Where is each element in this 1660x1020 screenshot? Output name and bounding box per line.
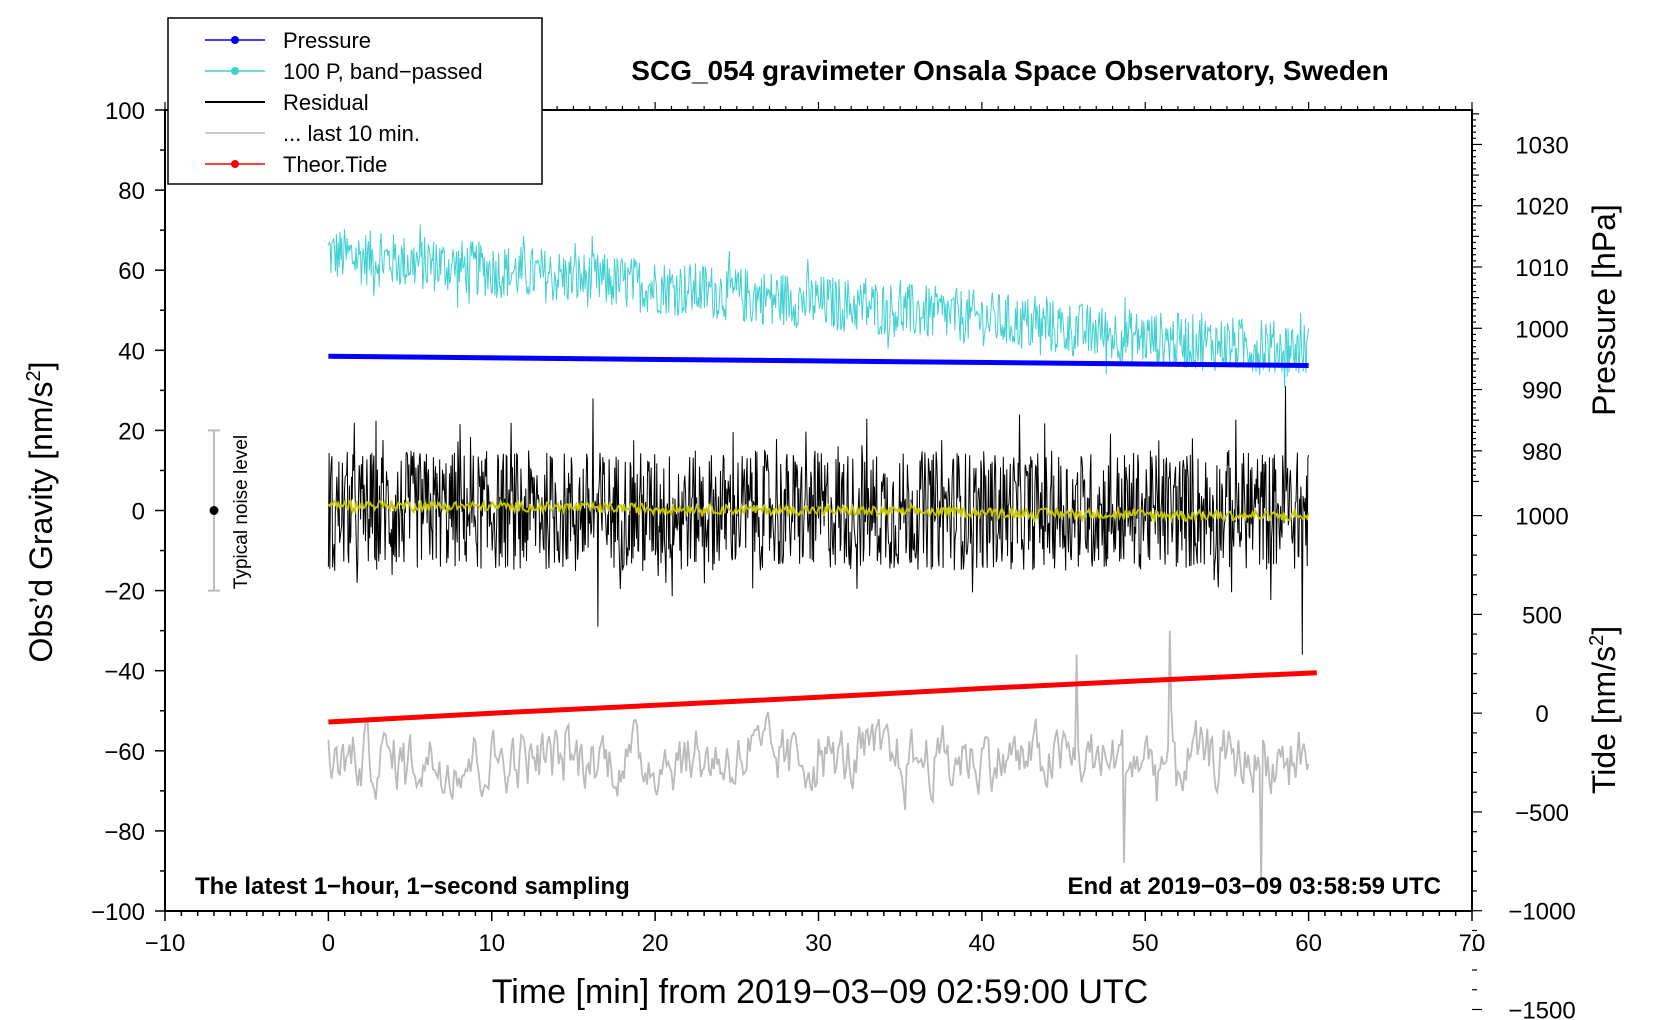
x-tick-label: −10: [145, 930, 186, 957]
x-tick-label: 20: [642, 930, 669, 957]
tide-axis-label-main: Tide [nm/s: [1586, 646, 1622, 794]
chart-title: SCG_054 gravimeter Onsala Space Observat…: [631, 55, 1388, 86]
x-tick-label: 10: [478, 930, 505, 957]
x-axis-label: Time [min] from 2019−03−09 02:59:00 UTC: [492, 973, 1148, 1011]
y-tick-label: 40: [118, 338, 145, 365]
pressure-tick-label: 1030: [1515, 132, 1568, 159]
tide-tick-label: −1000: [1508, 899, 1575, 926]
annotation-end-time: End at 2019−03−09 03:58:59 UTC: [1067, 873, 1441, 900]
tide-tick-label: −1500: [1508, 998, 1575, 1020]
y-tick-label: −20: [104, 579, 145, 606]
y-tick-label: 80: [118, 178, 145, 205]
pressure-tick-label: 1000: [1515, 316, 1568, 343]
tide-tick-label: 500: [1522, 602, 1562, 629]
legend-label: Residual: [283, 90, 369, 115]
annotation-latest-hour: The latest 1−hour, 1−second sampling: [195, 873, 630, 900]
tide-axis-label-end: ]: [1586, 626, 1622, 635]
noise-level-label: Typical noise level: [231, 435, 252, 589]
tide-tick-label: 1000: [1515, 504, 1568, 531]
y-axis-label-main: Obs’d Gravity [nm/s: [23, 382, 59, 663]
y-axis-label-superscript: 2: [23, 370, 45, 381]
noise-bar-center: [209, 506, 219, 515]
tide-axis-label: Tide [nm/s2]: [1586, 626, 1622, 794]
pressure-axis-label: Pressure [hPa]: [1586, 204, 1622, 416]
y-tick-label: 0: [132, 499, 145, 526]
pressure-tick-label: 1010: [1515, 255, 1568, 282]
x-tick-label: 70: [1459, 930, 1486, 957]
series-theor-tide: [328, 670, 1317, 725]
series-pressure: [328, 353, 1309, 369]
tide-tick-label: 0: [1535, 701, 1548, 728]
tide-tick-label: −500: [1515, 800, 1569, 827]
legend-marker: [231, 36, 239, 44]
legend: Pressure 100 P, band−passed Residual ... la…: [167, 17, 543, 185]
x-tick-label: 50: [1132, 930, 1159, 957]
legend-label: ... last 10 min.: [283, 121, 420, 146]
x-tick-label: 40: [969, 930, 996, 957]
pressure-tick-label: 1020: [1515, 194, 1568, 221]
series-residual-smoothed: [327, 497, 1310, 524]
legend-label: Theor.Tide: [283, 152, 387, 177]
series-pressure-bandpassed: [327, 224, 1310, 388]
y-tick-label: 20: [118, 418, 145, 445]
legend-label: Pressure: [283, 28, 371, 53]
y-tick-label: 100: [105, 98, 145, 125]
x-tick-label: 60: [1295, 930, 1322, 957]
legend-marker: [231, 67, 239, 75]
y-tick-label: 60: [118, 258, 145, 285]
y-tick-label: −80: [104, 819, 145, 846]
y-axis-label-end: ]: [23, 362, 59, 371]
y-tick-label: −40: [104, 659, 145, 686]
x-tick-label: 0: [322, 930, 335, 957]
x-tick-label: 30: [805, 930, 832, 957]
y-axis-label: Obs’d Gravity [nm/s2]: [23, 362, 59, 663]
legend-label: 100 P, band−passed: [283, 59, 483, 84]
y-tick-label: −100: [91, 899, 145, 926]
pressure-tick-label: 990: [1522, 378, 1562, 405]
tide-axis-label-superscript: 2: [1586, 635, 1608, 646]
series-last-10-min: [327, 630, 1310, 884]
legend-marker: [231, 160, 239, 168]
y-tick-label: −60: [104, 739, 145, 766]
pressure-tick-label: 980: [1522, 439, 1562, 466]
